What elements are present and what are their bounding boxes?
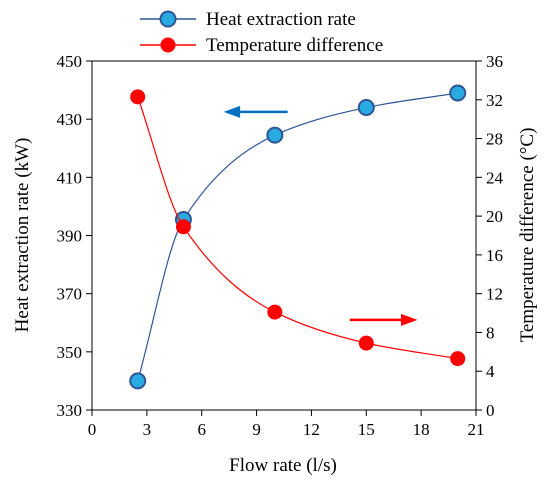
y-right-tick-label: 20 <box>486 207 503 226</box>
data-point-temperature-difference <box>175 219 191 235</box>
x-tick-label: 0 <box>88 420 97 439</box>
y-left-tick-label: 430 <box>57 110 83 129</box>
plot-area-frame <box>91 60 477 411</box>
y-left-tick-label: 350 <box>57 343 83 362</box>
y-right-tick-label: 12 <box>486 285 503 304</box>
x-tick-label: 6 <box>197 420 206 439</box>
series-line-heat-extraction <box>137 92 458 382</box>
data-point-temperature-difference <box>267 304 283 320</box>
data-point-heat-extraction <box>266 126 284 144</box>
data-point-heat-extraction <box>357 99 375 117</box>
x-tick-label: 9 <box>252 420 261 439</box>
y-left-tick-label: 410 <box>57 168 83 187</box>
x-axis-title: Flow rate (l/s) <box>229 455 337 476</box>
y-right-tick-label: 32 <box>486 91 503 110</box>
y-left-tick-label: 450 <box>57 52 83 71</box>
x-tick-label: 15 <box>358 420 375 439</box>
legend-marker-temperature-difference <box>160 37 176 53</box>
x-tick-label: 12 <box>303 420 320 439</box>
y-axis-title-right: Temperature difference (°C) <box>517 128 538 343</box>
legend-item-temperature-difference: Temperature difference <box>140 35 383 56</box>
y-right-tick-label: 24 <box>486 168 504 187</box>
legend-marker-heat-extraction <box>159 10 177 28</box>
y-left-tick-label: 330 <box>57 401 83 420</box>
legend: Heat extraction rate Temperature differe… <box>140 9 383 56</box>
data-point-temperature-difference <box>450 351 466 367</box>
legend-label-temperature-difference: Temperature difference <box>206 35 383 56</box>
y-right-tick-label: 16 <box>486 246 503 265</box>
legend-item-heat-extraction: Heat extraction rate <box>140 9 356 30</box>
y-right-tick-label: 0 <box>486 401 495 420</box>
y-right-tick-label: 4 <box>486 362 495 381</box>
y-right-tick-label: 36 <box>486 52 503 71</box>
y-axis-title-left: Heat extraction rate (kW) <box>12 138 33 333</box>
data-point-temperature-difference <box>358 335 374 351</box>
x-tick-label: 3 <box>143 420 152 439</box>
legend-label-heat-extraction: Heat extraction rate <box>206 9 356 30</box>
data-point-heat-extraction <box>129 372 147 390</box>
y-right-tick-label: 28 <box>486 130 503 149</box>
x-tick-label: 21 <box>468 420 485 439</box>
series-line-temperature-difference <box>137 96 458 360</box>
y-right-tick-label: 8 <box>486 323 495 342</box>
x-tick-label: 18 <box>413 420 430 439</box>
y-left-tick-label: 370 <box>57 285 83 304</box>
right-axis-arrow-head <box>401 313 418 326</box>
y-left-tick-label: 390 <box>57 227 83 246</box>
data-point-heat-extraction <box>449 84 467 102</box>
data-point-temperature-difference <box>130 89 146 105</box>
left-axis-arrow-head <box>223 105 241 118</box>
